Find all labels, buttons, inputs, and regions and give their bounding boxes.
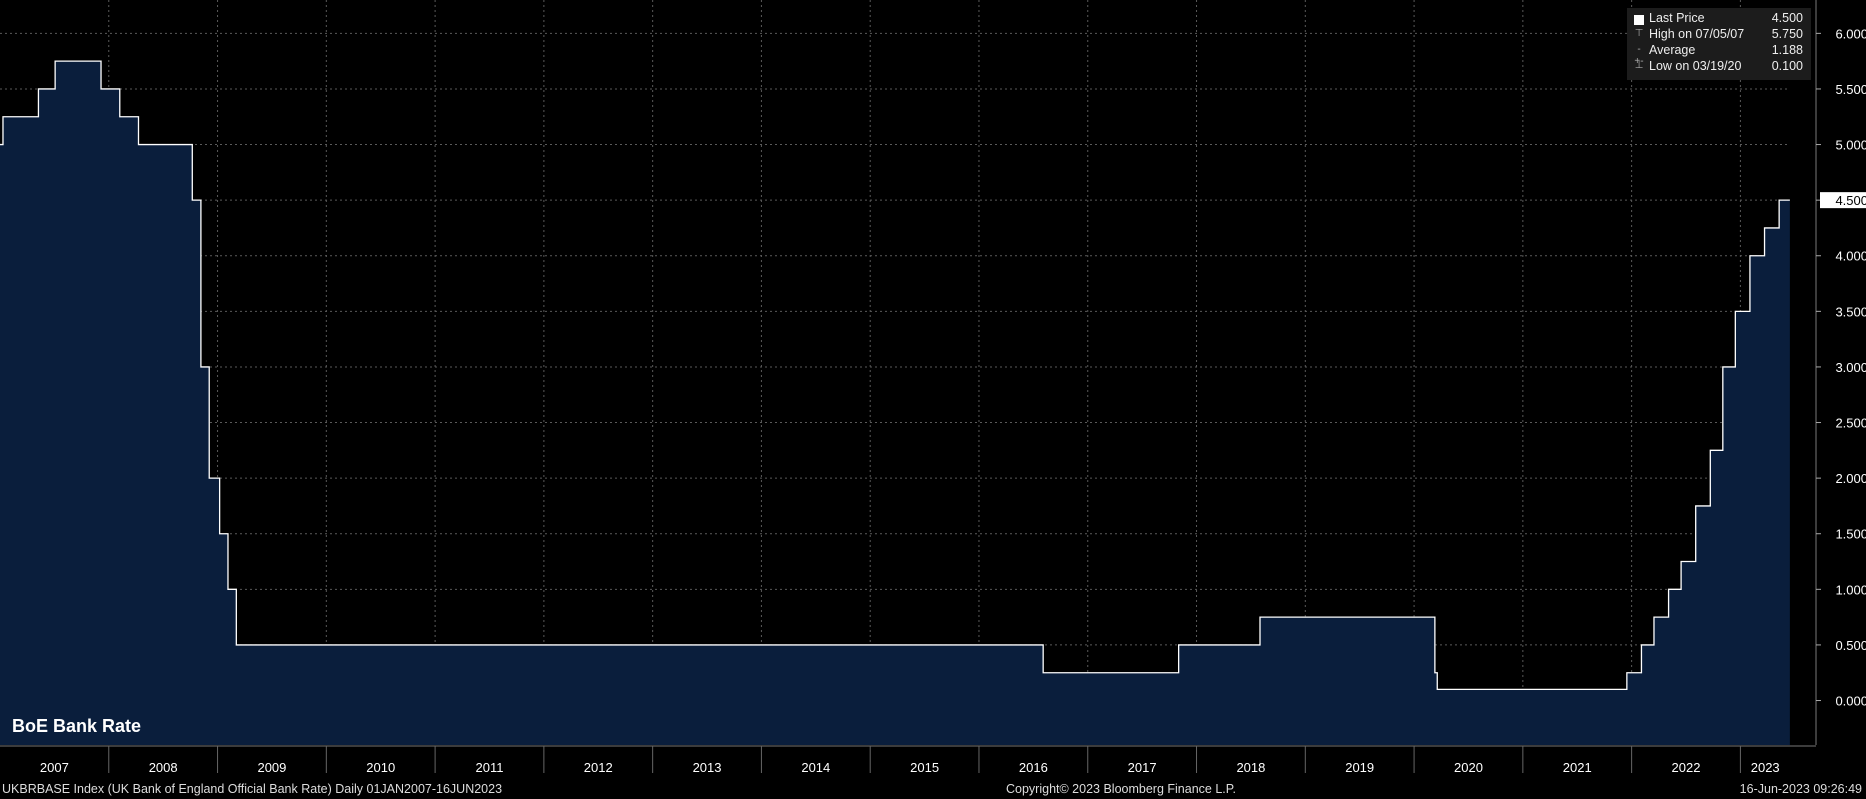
square-icon (1633, 12, 1645, 25)
x-tick-label: 2009 (257, 760, 286, 775)
legend-label: High on 07/05/07 (1649, 27, 1745, 41)
chart-title: BoE Bank Rate (12, 716, 142, 736)
x-tick-label: 2017 (1128, 760, 1157, 775)
footer-copyright: Copyright© 2023 Bloomberg Finance L.P. (1006, 782, 1236, 796)
y-tick-label: 0.000 (1835, 694, 1866, 709)
legend-label: Low on 03/19/20 (1649, 59, 1742, 73)
x-tick-label: 2016 (1019, 760, 1048, 775)
last-value-box (1820, 192, 1866, 209)
y-tick-label: 2.500 (1835, 416, 1866, 431)
legend-value: 4.500 (1771, 11, 1803, 25)
legend-low: ⊥ Low on 03/19/20 0.100 (1627, 58, 1811, 74)
legend: Last Price 4.500 ⊤ High on 07/05/07 5.75… (1627, 8, 1811, 80)
legend-high: ⊤ High on 07/05/07 5.750 (1627, 26, 1811, 42)
grid-lines (0, 0, 1790, 745)
y-tick-label: 1.000 (1835, 582, 1866, 597)
y-tick-label: 5.000 (1835, 138, 1866, 153)
x-tick-label: 2020 (1454, 760, 1483, 775)
rate-area (0, 61, 1790, 745)
last-value-label: 4.500 (1835, 193, 1866, 208)
x-tick-label: 2015 (910, 760, 939, 775)
y-tick-label: 6.000 (1835, 26, 1866, 41)
footer-security-info: UKBRBASE Index (UK Bank of England Offic… (2, 782, 503, 796)
average-marker-icon: -+- (1634, 44, 1644, 67)
y-tick-label: 3.500 (1835, 304, 1866, 319)
x-tick-label: 2012 (584, 760, 613, 775)
x-tick-label: 2010 (366, 760, 395, 775)
footer-timestamp: 16-Jun-2023 09:26:49 (1739, 782, 1862, 796)
x-tick-label: 2013 (693, 760, 722, 775)
x-tick-label: 2014 (801, 760, 830, 775)
x-axis: 2007 2008 2009 2010 2011 2012 2013 2014 2015 2016… (0, 745, 1816, 775)
last-value-marker: 4.500 (1820, 192, 1866, 209)
x-tick-label: 2008 (149, 760, 178, 775)
y-tick-label: 5.500 (1835, 82, 1866, 97)
low-marker-icon: ⊥ (1634, 60, 1644, 71)
legend-value: 0.100 (1771, 59, 1803, 73)
y-tick-label: 1.500 (1835, 527, 1866, 542)
high-marker-icon: ⊤ (1634, 28, 1644, 39)
x-tick-label: 2011 (476, 760, 504, 775)
legend-value: 5.750 (1771, 27, 1803, 41)
y-tick-label: 0.500 (1835, 638, 1866, 653)
legend-last-price: Last Price 4.500 (1627, 10, 1811, 26)
x-tick-label: 2023 (1751, 760, 1780, 775)
y-tick-label: 4.000 (1835, 249, 1866, 264)
x-tick-label: 2007 (40, 760, 69, 775)
legend-label: Average (1649, 43, 1696, 57)
y-tick-label: 3.000 (1835, 360, 1866, 375)
y-axis: 0.000 0.500 1.000 1.500 2.000 2.500 3.000 3.500… (1815, 0, 1866, 745)
legend-label: Last Price (1649, 11, 1705, 25)
rate-line (0, 60, 1790, 691)
legend-average: -+- Average 1.188 (1627, 42, 1811, 67)
x-tick-label: 2022 (1672, 760, 1701, 775)
x-tick-label: 2018 (1236, 760, 1265, 775)
legend-value: 1.188 (1771, 43, 1803, 57)
y-tick-label: 2.000 (1835, 471, 1866, 486)
x-tick-label: 2019 (1345, 760, 1374, 775)
x-tick-label: 2021 (1563, 760, 1592, 775)
